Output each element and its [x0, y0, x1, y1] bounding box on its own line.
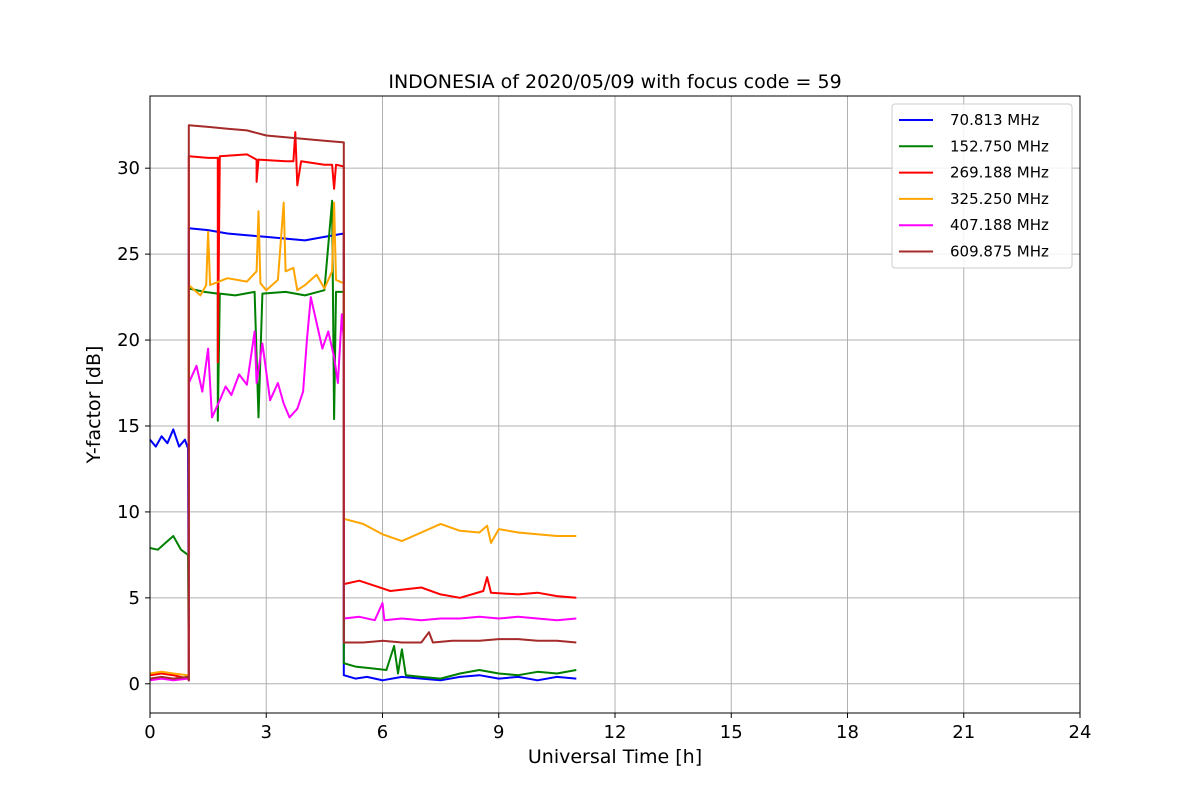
- y-axis-label: Y-factor [dB]: [83, 346, 105, 465]
- x-tick-label: 0: [144, 722, 155, 743]
- y-tick-label: 0: [129, 674, 140, 695]
- y-tick-label: 15: [117, 416, 140, 437]
- x-tick-label: 15: [720, 722, 743, 743]
- x-tick-label: 24: [1069, 722, 1092, 743]
- legend-box: [891, 103, 1073, 269]
- y-tick-label: 20: [117, 330, 140, 351]
- x-tick-label: 21: [952, 722, 975, 743]
- plot-series: [149, 124, 577, 682]
- axis-ticks: 0 3 6 9 12 15 18 21 24 0 5 10 15 20 25 30: [117, 158, 1091, 743]
- series-line: [149, 201, 577, 682]
- x-axis-label: Universal Time [h]: [528, 746, 702, 768]
- y-tick-label: 25: [117, 244, 140, 265]
- legend-label: 609.875 MHz: [950, 243, 1049, 261]
- y-tick-label: 10: [117, 502, 140, 523]
- x-tick-label: 18: [836, 722, 859, 743]
- chart-title: INDONESIA of 2020/05/09 with focus code …: [388, 71, 841, 93]
- series-line: [149, 227, 577, 682]
- x-tick-label: 12: [604, 722, 627, 743]
- legend-label: 325.250 MHz: [950, 190, 1049, 208]
- series-line: [149, 296, 577, 682]
- legend-label: 152.750 MHz: [950, 137, 1049, 155]
- legend: 70.813 MHz 152.750 MHz 269.188 MHz 325.250 …: [891, 103, 1073, 269]
- series-line: [149, 124, 577, 682]
- y-tick-label: 5: [129, 588, 140, 609]
- legend-label: 269.188 MHz: [950, 164, 1049, 182]
- x-tick-label: 9: [493, 722, 504, 743]
- legend-label: 70.813 MHz: [950, 111, 1039, 129]
- y-tick-label: 30: [117, 158, 140, 179]
- series-line: [149, 131, 577, 682]
- x-tick-label: 3: [261, 722, 272, 743]
- x-tick-label: 6: [377, 722, 388, 743]
- legend-label: 407.188 MHz: [950, 216, 1049, 234]
